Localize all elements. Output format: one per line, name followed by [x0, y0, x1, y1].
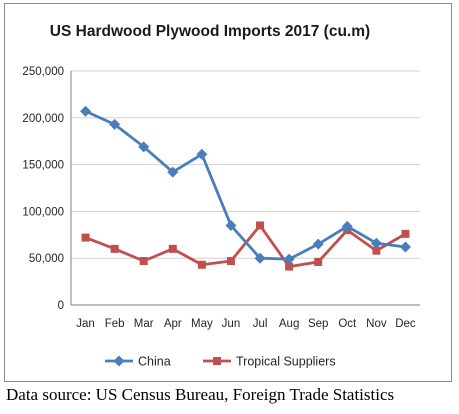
- x-tick-label: Jun: [222, 318, 241, 330]
- x-tick-label: Jul: [253, 318, 268, 330]
- x-tick-label: Mar: [134, 318, 154, 330]
- x-tick-label: Apr: [164, 318, 182, 330]
- data-point: [81, 233, 90, 242]
- x-tick-label: Aug: [279, 318, 299, 330]
- data-source-note: Data source: US Census Bureau, Foreign T…: [6, 385, 395, 404]
- data-point: [312, 238, 324, 250]
- data-point: [370, 237, 382, 249]
- data-point: [113, 355, 125, 367]
- data-point: [226, 257, 235, 266]
- x-tick-label: Dec: [395, 318, 416, 330]
- y-tick-label: 150,000: [22, 160, 64, 172]
- x-tick-label: Nov: [366, 318, 387, 330]
- data-point: [167, 166, 179, 178]
- data-point: [138, 141, 150, 153]
- legend-label: Tropical Suppliers: [236, 355, 336, 369]
- x-tick-label: Feb: [105, 318, 125, 330]
- data-point: [168, 244, 177, 253]
- series-line: [84, 109, 406, 261]
- data-point: [197, 260, 206, 269]
- x-tick-label: Jan: [76, 318, 95, 330]
- data-point: [401, 229, 410, 238]
- data-point: [109, 118, 121, 130]
- legend-item: China: [105, 355, 171, 369]
- data-point: [314, 257, 323, 266]
- y-tick-label: 0: [58, 300, 64, 312]
- y-tick-label: 50,000: [29, 253, 64, 265]
- x-tick-label: Oct: [338, 318, 357, 330]
- data-point: [372, 246, 381, 255]
- data-point: [285, 262, 294, 271]
- x-tick-label: May: [191, 318, 213, 330]
- data-point: [256, 221, 265, 230]
- line-chart: US Hardwood Plywood Imports 2017 (cu.m) …: [22, 23, 420, 369]
- y-tick-label: 100,000: [22, 206, 64, 218]
- legend-item: Tropical Suppliers: [203, 355, 336, 369]
- chart-title: US Hardwood Plywood Imports 2017 (cu.m): [50, 23, 370, 40]
- series-tropical-suppliers: [81, 221, 410, 271]
- chart-frame: US Hardwood Plywood Imports 2017 (cu.m) …: [4, 3, 452, 382]
- data-point: [399, 241, 411, 253]
- data-point: [196, 148, 208, 160]
- series-china: [80, 105, 411, 265]
- data-point: [213, 357, 221, 365]
- data-point: [110, 244, 119, 253]
- data-point: [225, 219, 237, 231]
- data-point: [139, 257, 148, 266]
- y-tick-label: 250,000: [22, 66, 64, 78]
- data-point: [341, 220, 353, 232]
- x-tick-label: Sep: [308, 318, 328, 330]
- data-point: [80, 105, 92, 117]
- legend-label: China: [138, 355, 171, 369]
- y-tick-label: 200,000: [22, 113, 64, 125]
